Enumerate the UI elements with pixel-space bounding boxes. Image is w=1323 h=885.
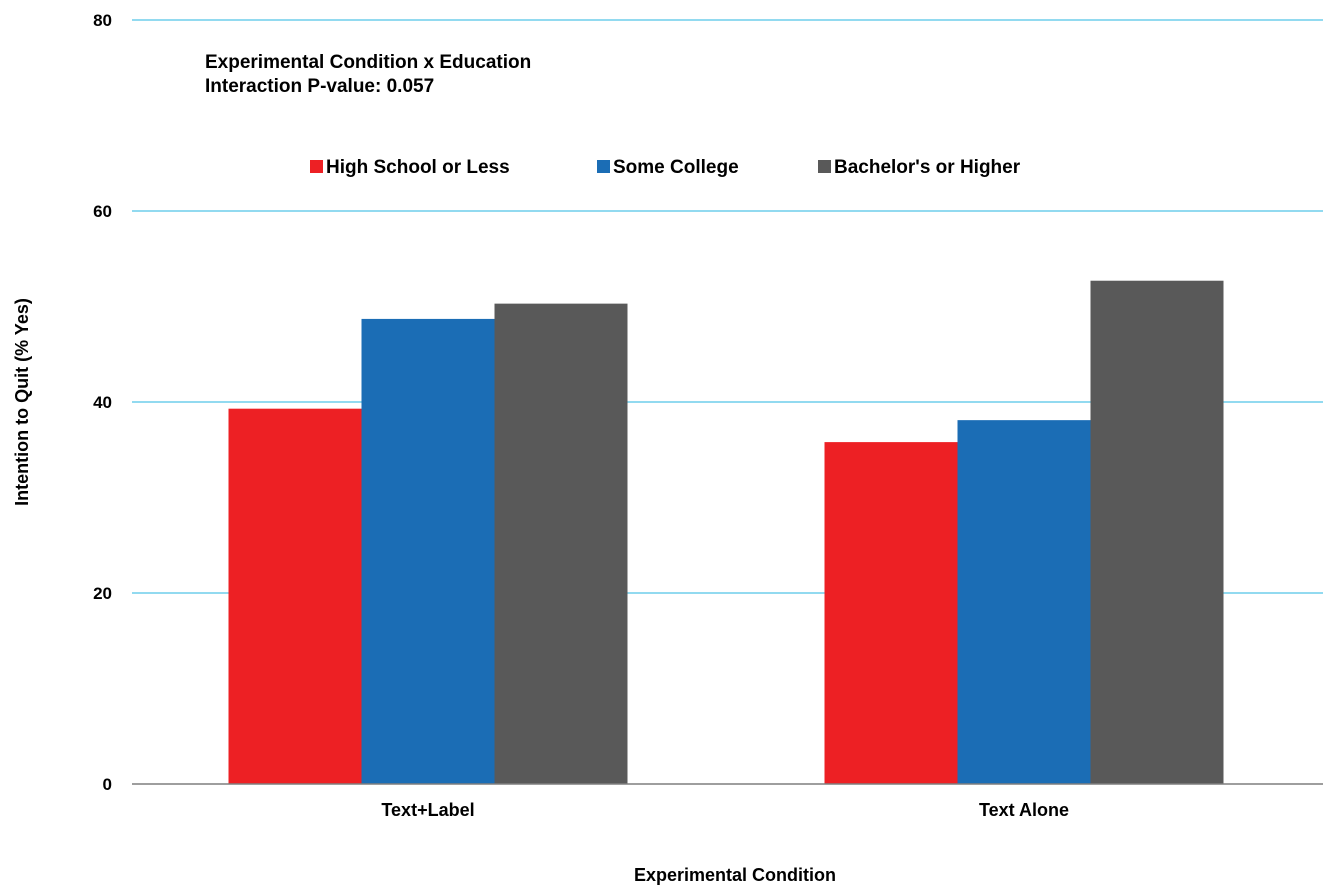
- x-category-label: Text Alone: [979, 800, 1069, 820]
- bar: [957, 420, 1091, 784]
- bar: [1090, 280, 1224, 784]
- legend-swatch: [818, 160, 831, 173]
- y-tick-label: 20: [93, 584, 112, 603]
- legend-label: Some College: [613, 157, 739, 178]
- legend-swatch: [597, 160, 610, 173]
- bars: [228, 280, 1224, 784]
- legend-swatch: [310, 160, 323, 173]
- x-axis-title: Experimental Condition: [634, 865, 836, 885]
- bar: [228, 408, 362, 784]
- bar: [494, 303, 628, 784]
- bar: [824, 442, 958, 784]
- legend: High School or Less Some College Bachelor'…: [310, 157, 1021, 178]
- bar: [361, 318, 495, 784]
- y-tick-label: 40: [93, 393, 112, 412]
- y-tick-label: 80: [93, 11, 112, 30]
- y-axis-title: Intention to Quit (% Yes): [12, 298, 32, 506]
- y-tick-labels: 0 20 40 60 80: [93, 11, 112, 794]
- annotation-line-2: Interaction P-value: 0.057: [205, 76, 434, 97]
- legend-label: Bachelor's or Higher: [834, 157, 1021, 178]
- x-category-label: Text+Label: [381, 800, 474, 820]
- legend-label: High School or Less: [326, 157, 510, 178]
- x-category-labels: Text+Label Text Alone: [381, 800, 1069, 820]
- y-tick-label: 0: [103, 775, 112, 794]
- y-tick-label: 60: [93, 202, 112, 221]
- annotation-line-1: Experimental Condition x Education: [205, 52, 531, 73]
